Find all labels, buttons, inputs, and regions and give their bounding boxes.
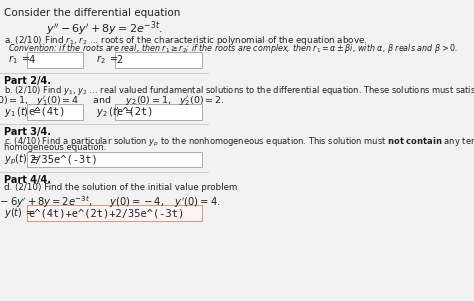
FancyBboxPatch shape <box>27 205 202 221</box>
Text: d. (2/10) Find the solution of the initial value problem: d. (2/10) Find the solution of the initi… <box>4 183 237 192</box>
Text: $r_1\;=$: $r_1\;=$ <box>9 54 31 67</box>
Text: 2/35e^(-3t): 2/35e^(-3t) <box>29 154 98 165</box>
Text: Part 3/4.: Part 3/4. <box>4 127 51 137</box>
Text: Consider the differential equation: Consider the differential equation <box>4 8 181 17</box>
Text: $y_2\,(t)\;=$: $y_2\,(t)\;=$ <box>96 105 133 119</box>
Text: $y'' - 6y' + 8y = 2e^{-3t}.$: $y'' - 6y' + 8y = 2e^{-3t}.$ <box>46 20 163 38</box>
Text: 4: 4 <box>29 55 35 65</box>
FancyBboxPatch shape <box>27 152 202 167</box>
FancyBboxPatch shape <box>27 104 83 120</box>
Text: $y(t)\;=$: $y(t)\;=$ <box>4 206 35 220</box>
Text: Part 2/4.: Part 2/4. <box>4 76 51 86</box>
Text: $y_1\,(t)\;=$: $y_1\,(t)\;=$ <box>4 105 42 119</box>
Text: e^(2t): e^(2t) <box>116 107 154 117</box>
Text: e^(4t): e^(4t) <box>29 107 66 117</box>
FancyBboxPatch shape <box>115 104 202 120</box>
Text: b. (2/10) Find $y_1$, $y_2$ ... real valued fundamental solutions to the differe: b. (2/10) Find $y_1$, $y_2$ ... real val… <box>4 84 474 97</box>
FancyBboxPatch shape <box>27 52 83 68</box>
Text: a. (2/10) Find $r_1$, $r_2$ ... roots of the characteristic polynomial of the eq: a. (2/10) Find $r_1$, $r_2$ ... roots of… <box>4 34 368 47</box>
Text: Convention: if the roots are real, then $r_1 \geq r_2$; if the roots are complex: Convention: if the roots are real, then … <box>9 42 458 55</box>
Text: $r_2\;=$: $r_2\;=$ <box>96 54 118 67</box>
Text: $y_1(0) = 1$,   $y_1'(0) = 4$     and     $y_2(0) = 1$,   $y_2'(0) = 2.$: $y_1(0) = 1$, $y_1'(0) = 4$ and $y_2(0) … <box>0 95 225 108</box>
Text: $y_p(t)\;=$: $y_p(t)\;=$ <box>4 153 40 167</box>
Text: $y'' - 6y' + 8y = 2e^{-3t},$     $y(0) = -4,$   $y'(0) = 4.$: $y'' - 6y' + 8y = 2e^{-3t},$ $y(0) = -4,… <box>0 194 221 209</box>
Text: Part 4/4.: Part 4/4. <box>4 175 51 185</box>
Text: e^(4t)+e^(2t)+2/35e^(-3t): e^(4t)+e^(2t)+2/35e^(-3t) <box>29 208 185 218</box>
Text: 2: 2 <box>116 55 123 65</box>
FancyBboxPatch shape <box>115 52 202 68</box>
Text: c. (4/10) Find a particular solution $y_p$ to the nonhomogeneous equation. This : c. (4/10) Find a particular solution $y_… <box>4 135 474 149</box>
Text: homogeneous equation.: homogeneous equation. <box>4 143 107 152</box>
